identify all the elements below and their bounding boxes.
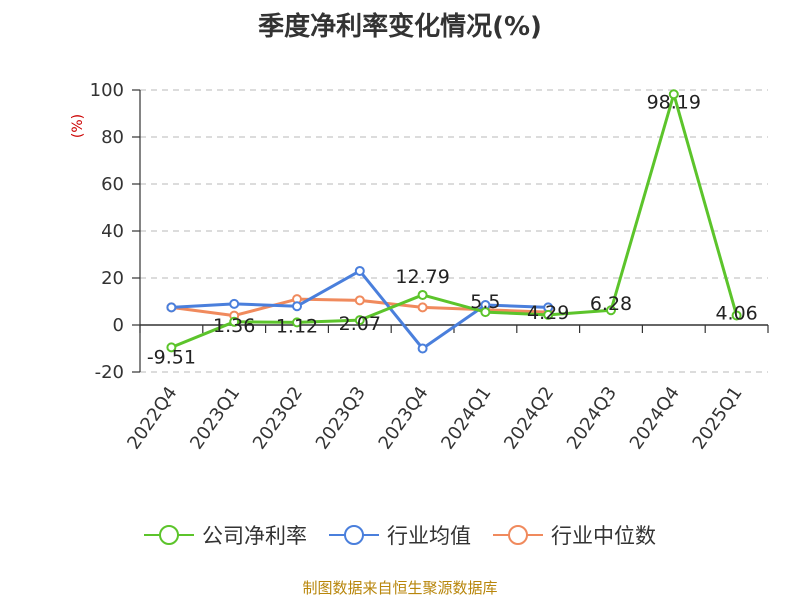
x-tick-label-3: 2023Q3	[312, 383, 370, 454]
y-tick-label-5: 80	[101, 127, 124, 148]
x-tick-label-2: 2023Q2	[249, 383, 307, 454]
series-0-point-1[interactable]	[229, 316, 240, 327]
y-axis-label: (%)	[70, 114, 86, 138]
legend-item-company[interactable]: 公司净利率	[144, 520, 307, 550]
series-0-point-9[interactable]	[731, 310, 742, 321]
legend-label-industry-mean: 行业均值	[387, 524, 471, 548]
x-tick-label-7: 2024Q3	[563, 383, 621, 454]
series-lines	[166, 89, 742, 354]
chart-title: 季度净利率变化情况(%)	[258, 12, 542, 42]
x-tick-label-0: 2022Q4	[123, 383, 181, 454]
y-tick-label-2: 20	[101, 268, 124, 289]
data-label-4: 12.79	[395, 266, 449, 288]
legend-swatch-industry-mean	[329, 525, 379, 545]
y-tick-label-3: 40	[101, 221, 124, 242]
series-0-point-3[interactable]	[354, 315, 365, 326]
data-label-2: 1.12	[276, 315, 318, 337]
legend-label-company: 公司净利率	[202, 524, 307, 548]
data-label-1: 1.36	[213, 315, 255, 337]
series-0-point-6[interactable]	[543, 309, 554, 320]
data-label-7: 6.28	[590, 293, 632, 315]
legend: 公司净利率 行业均值 行业中位数	[0, 520, 800, 550]
legend-item-industry-median[interactable]: 行业中位数	[493, 520, 656, 550]
series-1-point-4[interactable]	[417, 343, 428, 354]
y-tick-label-4: 60	[101, 174, 124, 195]
series-2-point-3[interactable]	[354, 295, 365, 306]
y-tick-label-1: 0	[113, 315, 124, 336]
series-1-point-3[interactable]	[354, 265, 365, 276]
legend-swatch-company	[144, 525, 194, 545]
series-0-point-8[interactable]	[668, 89, 679, 100]
legend-item-industry-mean[interactable]: 行业均值	[329, 520, 471, 550]
series-1-point-2[interactable]	[292, 301, 302, 312]
series-0-point-0[interactable]	[166, 342, 177, 353]
data-label-0: -9.51	[147, 346, 196, 368]
data-label-9: 4.06	[715, 302, 757, 324]
series-1-point-0[interactable]	[166, 302, 177, 313]
x-tick-label-8: 2024Q4	[626, 383, 684, 454]
series-0-point-7[interactable]	[606, 305, 616, 316]
data-source-footer: 制图数据来自恒生聚源数据库	[302, 579, 498, 597]
series-2-point-4[interactable]	[417, 302, 428, 313]
series-0-point-4[interactable]	[417, 289, 428, 300]
x-tick-label-4: 2023Q4	[375, 383, 433, 454]
legend-label-industry-median: 行业中位数	[551, 524, 656, 548]
series-0-point-2[interactable]	[292, 317, 302, 328]
y-tick-label-0: -20	[95, 362, 124, 383]
series-line-0	[170, 92, 739, 349]
data-labels: -9.51 1.36 1.12 2.07 12.79 5.5 4.29 6.28 98.19 4.…	[147, 91, 758, 368]
data-label-5: 5.5	[470, 291, 500, 313]
legend-swatch-industry-median	[493, 525, 543, 545]
data-label-8: 98.19	[647, 91, 701, 113]
y-tick-label-6: 100	[90, 80, 124, 101]
x-tick-label-1: 2023Q1	[186, 383, 244, 454]
x-tick-label-6: 2024Q2	[500, 383, 558, 454]
series-0-point-5[interactable]	[480, 307, 491, 318]
data-label-3: 2.07	[339, 313, 381, 335]
series-1-point-1[interactable]	[229, 298, 240, 309]
data-label-6: 4.29	[527, 302, 569, 324]
grid-lines	[140, 89, 768, 373]
x-tick-label-9: 2025Q1	[689, 383, 747, 454]
x-tick-label-5: 2024Q1	[437, 383, 495, 454]
